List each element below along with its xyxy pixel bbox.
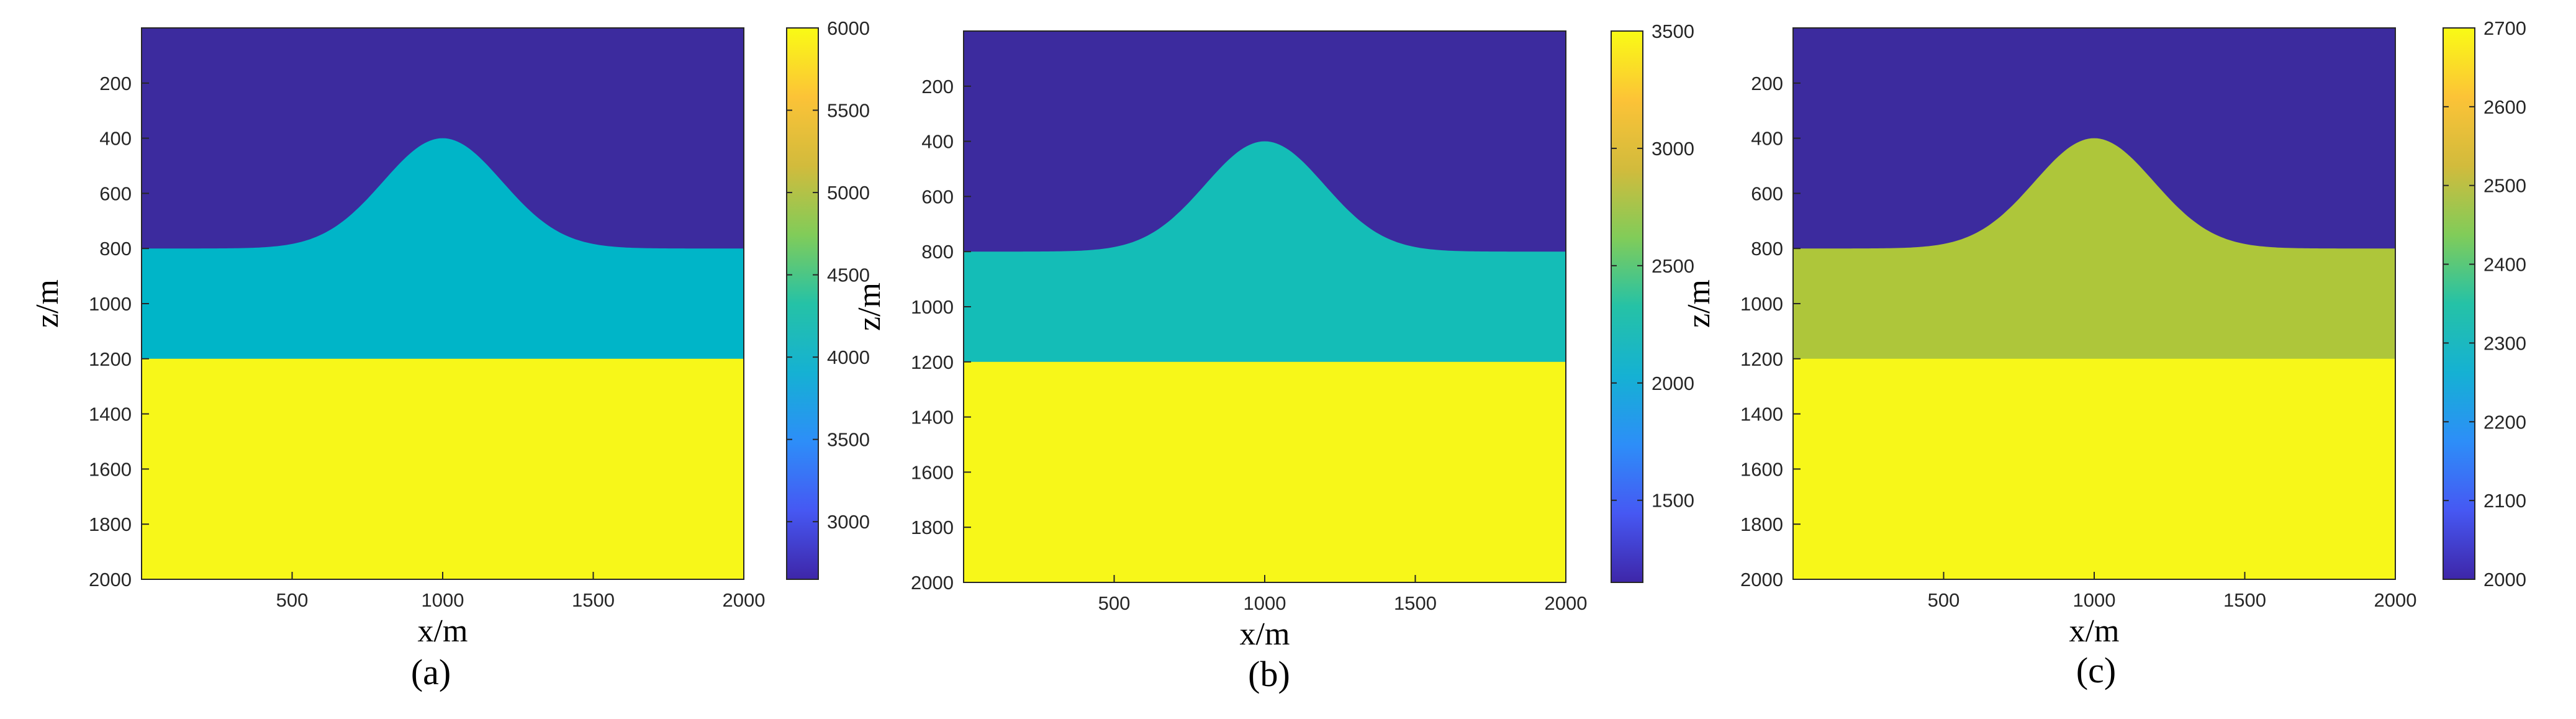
y-tick-label: 1200	[1740, 348, 1783, 370]
y-axis-label: z/m	[30, 279, 65, 328]
x-tick-label: 1000	[422, 589, 464, 611]
colorbar-tick-label: 2500	[2483, 175, 2526, 197]
y-tick-label: 800	[921, 241, 954, 263]
colorbar-tick-label: 5000	[827, 182, 870, 204]
colorbar	[786, 27, 819, 580]
y-tick-label: 1400	[911, 407, 954, 428]
y-tick-label: 1800	[1740, 513, 1783, 535]
colorbar-tick-label: 2000	[2483, 569, 2526, 590]
colorbar	[2443, 27, 2475, 580]
y-tick-label: 1800	[911, 517, 954, 538]
x-tick-label: 500	[1928, 589, 1960, 611]
x-tick-label: 1500	[2223, 589, 2266, 611]
colorbar-tick-label: 2400	[2483, 254, 2526, 276]
x-tick-label: 2000	[1545, 592, 1588, 614]
colorbar-tick-label: 2700	[2483, 17, 2526, 39]
colorbar-tick-label: 1500	[1652, 490, 1694, 512]
panel-caption: (a)	[411, 652, 451, 692]
x-axis-label: x/m	[2069, 613, 2120, 649]
colorbar-tick-label: 3000	[1652, 138, 1694, 160]
colorbar-tick-label: 3500	[1652, 20, 1694, 42]
x-tick-label: 1000	[2073, 589, 2116, 611]
colorbar-tick-label: 2500	[1652, 255, 1694, 277]
y-tick-label: 800	[1751, 238, 1783, 260]
colorbar-tick-label: 2600	[2483, 96, 2526, 118]
colorbar-tick-label: 3000	[827, 511, 870, 533]
y-tick-label: 1400	[1740, 404, 1783, 425]
x-tick-label: 2000	[723, 589, 766, 611]
x-tick-label: 2000	[2374, 589, 2417, 611]
x-tick-label: 500	[1098, 592, 1131, 614]
colorbar-tick-label: 2100	[2483, 490, 2526, 512]
y-tick-label: 2000	[911, 572, 954, 594]
y-tick-label: 1000	[911, 296, 954, 318]
y-tick-label: 600	[1751, 183, 1783, 204]
colorbar	[1611, 30, 1643, 583]
y-tick-label: 600	[99, 183, 132, 204]
panel-caption: (c)	[2076, 650, 2116, 690]
y-tick-label: 1800	[89, 513, 132, 535]
y-tick-label: 1600	[89, 458, 132, 480]
colorbar-tick-label: 2000	[1652, 373, 1694, 394]
colorbar-tick-label: 4500	[827, 265, 870, 286]
x-axis-label: x/m	[1240, 617, 1290, 652]
y-tick-label: 400	[99, 128, 132, 150]
y-tick-label: 400	[921, 131, 954, 153]
panel-2: 200 400 600 800 1000 1200 1400 1600 1800 2000 500 1…	[852, 20, 1694, 694]
y-tick-label: 1200	[911, 351, 954, 373]
layer-top	[142, 28, 744, 249]
y-axis-label: z/m	[852, 283, 887, 331]
y-tick-label: 1200	[89, 348, 132, 370]
colorbar-tick-label: 2300	[2483, 332, 2526, 354]
y-tick-label: 2000	[1740, 569, 1783, 590]
x-axis-label: x/m	[418, 613, 468, 649]
x-tick-label: 500	[276, 589, 309, 611]
y-tick-label: 400	[1751, 128, 1783, 150]
y-axis-label: z/m	[1681, 279, 1717, 328]
colorbar-tick-label: 3500	[827, 429, 870, 451]
panel-3: 200 400 600 800 1000 1200 1400 1600 1800 2000 500 1…	[1681, 17, 2526, 690]
colorbar-tick-label: 4000	[827, 346, 870, 368]
x-tick-label: 1500	[572, 589, 615, 611]
y-tick-label: 1000	[89, 293, 132, 315]
colorbar-tick-label: 2200	[2483, 411, 2526, 433]
colorbar-tick-label: 5500	[827, 100, 870, 122]
y-tick-label: 1600	[1740, 458, 1783, 480]
layer-top	[964, 31, 1566, 252]
y-tick-label: 1400	[89, 404, 132, 425]
panel-caption: (b)	[1248, 654, 1290, 694]
x-tick-label: 1500	[1394, 592, 1437, 614]
y-tick-label: 200	[99, 73, 132, 94]
y-tick-label: 200	[1751, 73, 1783, 94]
panel-1: 200 400 600 800 1000 1200 1400 1600 1800 2000 500 1…	[30, 17, 870, 692]
x-tick-label: 1000	[1244, 592, 1286, 614]
y-tick-label: 200	[921, 76, 954, 97]
y-tick-label: 600	[921, 186, 954, 207]
colorbar-tick-label: 6000	[827, 17, 870, 39]
y-tick-label: 1600	[911, 461, 954, 483]
layer-top	[1793, 28, 2395, 249]
y-tick-label: 2000	[89, 569, 132, 590]
y-tick-label: 800	[99, 238, 132, 260]
y-tick-label: 1000	[1740, 293, 1783, 315]
